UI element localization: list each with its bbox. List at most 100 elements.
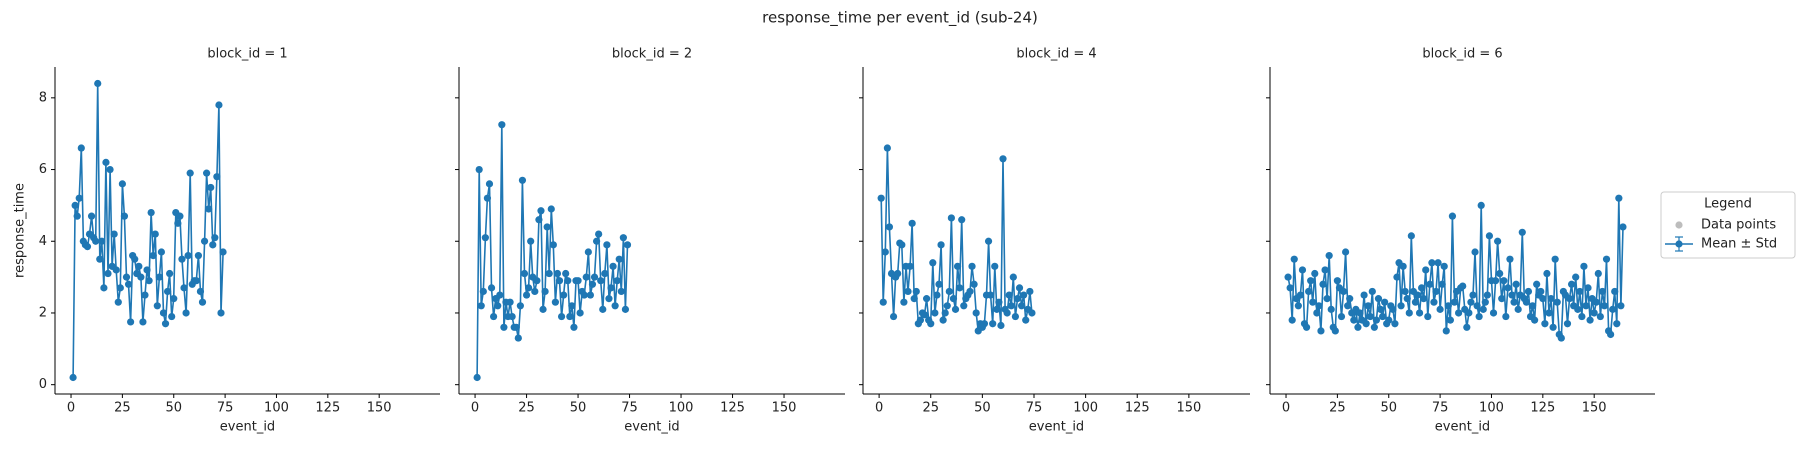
legend-title: Legend — [1704, 197, 1752, 212]
marker — [182, 309, 190, 317]
marker — [127, 318, 135, 326]
marker — [980, 320, 989, 328]
marker — [1551, 255, 1559, 263]
marker — [102, 158, 110, 166]
marker — [490, 312, 498, 321]
marker — [135, 262, 143, 270]
marker — [1360, 291, 1368, 299]
marker — [1483, 291, 1491, 299]
marker — [939, 316, 947, 324]
marker — [203, 169, 211, 177]
marker — [1290, 255, 1298, 263]
marker — [1368, 287, 1376, 296]
marker — [533, 277, 541, 285]
marker — [139, 318, 147, 326]
marker — [1309, 298, 1317, 306]
marker — [98, 237, 106, 245]
marker — [508, 312, 516, 321]
x-tick-label: 50 — [1380, 401, 1397, 416]
marker — [1284, 273, 1292, 281]
marker — [1481, 298, 1489, 306]
marker — [1574, 305, 1582, 313]
marker — [945, 287, 953, 296]
marker — [1465, 309, 1473, 317]
marker — [927, 320, 935, 328]
marker — [124, 280, 133, 288]
marker — [186, 169, 194, 177]
marker — [551, 298, 559, 306]
marker — [1592, 298, 1600, 306]
marker — [1013, 295, 1022, 303]
marker — [104, 269, 112, 278]
marker — [535, 216, 543, 224]
marker — [545, 269, 553, 278]
marker — [1393, 273, 1401, 281]
marker — [479, 287, 487, 296]
marker — [217, 309, 225, 317]
marker — [898, 241, 906, 249]
marker — [1397, 302, 1405, 310]
marker — [219, 248, 227, 256]
marker — [580, 291, 588, 299]
marker — [1469, 291, 1477, 299]
marker — [1471, 248, 1479, 256]
marker — [916, 316, 925, 324]
marker — [906, 262, 914, 270]
marker — [1567, 280, 1576, 288]
marker — [1323, 295, 1331, 303]
marker — [609, 262, 617, 270]
marker — [1539, 295, 1547, 303]
x-tick-label: 125 — [315, 401, 340, 416]
marker — [155, 273, 163, 281]
marker — [991, 262, 999, 270]
marker — [1342, 248, 1350, 256]
marker — [106, 165, 114, 174]
marker — [118, 180, 126, 188]
marker — [541, 287, 549, 296]
marker — [603, 241, 611, 249]
marker — [1372, 316, 1381, 324]
marker — [1401, 287, 1409, 296]
marker — [1512, 280, 1520, 288]
marker — [1494, 237, 1502, 245]
marker — [1514, 305, 1522, 313]
marker — [1385, 316, 1393, 324]
marker — [1296, 291, 1305, 299]
marker — [613, 277, 621, 285]
marker — [1485, 232, 1494, 240]
marker — [166, 269, 174, 278]
marker — [1438, 280, 1446, 288]
marker — [1009, 273, 1017, 281]
marker — [1321, 266, 1329, 274]
y-tick-label: 2 — [39, 305, 47, 320]
x-tick-label: 125 — [1530, 401, 1555, 416]
legend-label: Mean ± Std — [1701, 237, 1777, 252]
marker — [1331, 327, 1339, 335]
marker — [615, 255, 623, 263]
marker — [1422, 266, 1430, 274]
marker — [564, 277, 572, 285]
x-tick-label: 0 — [471, 401, 479, 416]
marker — [1596, 312, 1604, 321]
marker — [1553, 298, 1561, 306]
marker — [211, 234, 219, 242]
marker — [1489, 309, 1498, 317]
marker — [77, 144, 85, 152]
marker — [205, 205, 213, 213]
marker — [1298, 266, 1307, 274]
x-tick-label: 125 — [1125, 401, 1150, 416]
marker — [1294, 302, 1302, 310]
marker — [94, 79, 102, 88]
marker — [966, 287, 974, 296]
y-tick-label: 8 — [39, 90, 47, 105]
y-tick-label: 6 — [39, 162, 47, 177]
x-tick-label: 0 — [67, 401, 75, 416]
marker — [920, 311, 929, 319]
marker — [500, 323, 508, 331]
y-axis-label: response_time — [13, 183, 28, 278]
marker — [198, 298, 207, 306]
marker — [1302, 323, 1311, 331]
marker — [1311, 269, 1319, 278]
marker — [1354, 323, 1362, 331]
